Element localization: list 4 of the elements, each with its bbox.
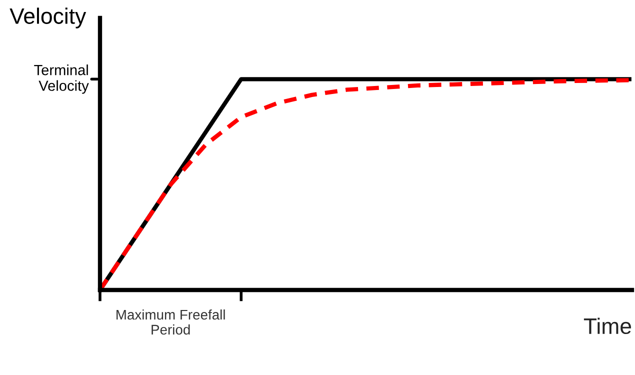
text: Maximum Freefall Period	[116, 309, 225, 335]
y-axis-title: Velocity	[10, 8, 86, 28]
x-axis-title: Time	[584, 318, 632, 334]
text: Terminal Velocity	[34, 64, 89, 94]
